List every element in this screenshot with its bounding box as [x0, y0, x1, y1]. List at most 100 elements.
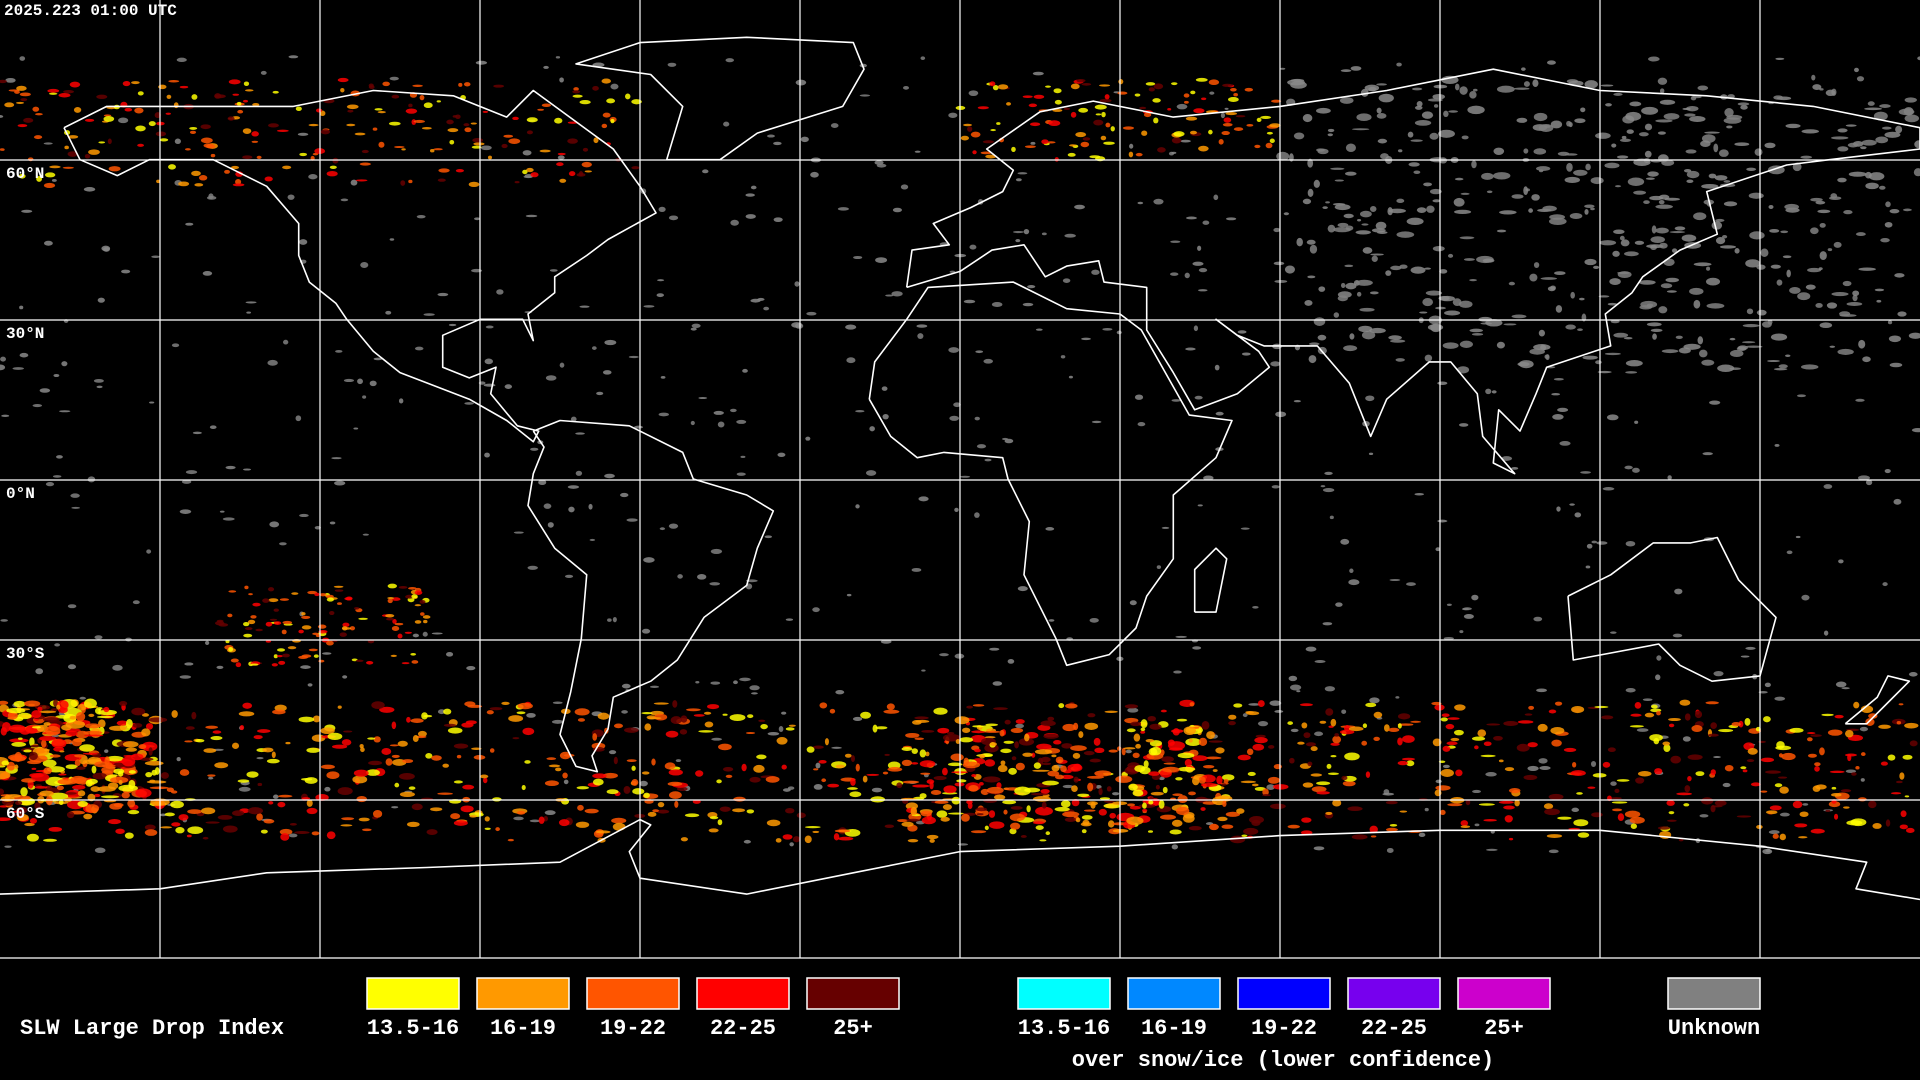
cloud-speck	[1262, 794, 1271, 797]
cloud-speck	[1657, 826, 1671, 830]
cloud-speck	[1023, 228, 1030, 235]
cloud-speck	[1322, 206, 1328, 209]
cloud-speck	[521, 785, 526, 791]
cloud-speck	[298, 716, 315, 723]
cloud-speck	[134, 107, 144, 114]
cloud-speck	[246, 311, 251, 314]
cloud-speck	[1675, 335, 1683, 340]
cloud-speck	[1471, 332, 1484, 336]
cloud-speck	[1378, 93, 1394, 103]
cloud-speck	[972, 704, 985, 707]
cloud-speck	[993, 794, 1006, 800]
cloud-speck	[64, 792, 77, 795]
cloud-speck	[1527, 742, 1538, 748]
cloud-speck	[1135, 152, 1143, 157]
cloud-speck	[632, 788, 645, 795]
cloud-speck	[1326, 763, 1332, 769]
cloud-speck	[222, 825, 238, 833]
cloud-speck	[1802, 803, 1809, 806]
cloud-speck	[1504, 815, 1513, 823]
cloud-speck	[1594, 705, 1609, 709]
cloud-speck	[1302, 782, 1314, 788]
cloud-speck	[914, 716, 929, 720]
cloud-speck	[1829, 345, 1836, 348]
cloud-speck	[1810, 197, 1823, 202]
cloud-speck	[41, 739, 47, 748]
cloud-speck	[910, 806, 918, 816]
cloud-speck	[1033, 795, 1051, 802]
cloud-speck	[849, 791, 862, 798]
cloud-speck	[1429, 188, 1442, 195]
cloud-speck	[84, 118, 95, 122]
cloud-speck	[606, 98, 616, 104]
cloud-speck	[1153, 117, 1159, 124]
cloud-speck	[404, 631, 412, 634]
cloud-speck	[122, 741, 139, 748]
cloud-speck	[1055, 774, 1065, 780]
cloud-speck	[1290, 728, 1299, 733]
cloud-speck	[1055, 756, 1064, 764]
cloud-speck	[1368, 452, 1374, 456]
cloud-speck	[796, 812, 806, 819]
cloud-speck	[1192, 646, 1202, 650]
cloud-speck	[1855, 232, 1866, 236]
cloud-speck	[128, 770, 136, 774]
cloud-speck	[631, 778, 639, 786]
cloud-speck	[1078, 107, 1089, 113]
cloud-speck	[23, 117, 34, 123]
cloud-speck	[1324, 471, 1333, 475]
cloud-speck	[1188, 738, 1193, 743]
cloud-speck	[423, 313, 435, 316]
cloud-speck	[988, 810, 996, 818]
cloud-speck	[244, 627, 253, 631]
cloud-speck	[1533, 112, 1548, 122]
cloud-speck	[1496, 341, 1505, 349]
cloud-speck	[573, 87, 579, 91]
legend: SLW Large Drop Index 13.5-16 16-19 19-22 22-…	[0, 957, 1920, 1080]
cloud-speck	[1365, 702, 1377, 708]
cloud-speck	[127, 810, 140, 815]
cloud-speck	[1807, 753, 1817, 758]
cloud-speck	[228, 590, 237, 593]
cloud-speck	[0, 364, 6, 371]
cloud-speck	[179, 509, 192, 514]
cloud-speck	[773, 141, 782, 146]
cloud-speck	[919, 749, 927, 758]
cloud-speck	[1306, 239, 1316, 245]
cloud-speck	[127, 799, 136, 808]
cloud-speck	[1683, 803, 1690, 807]
cloud-speck	[897, 819, 908, 823]
cloud-speck	[1287, 721, 1293, 725]
cloud-speck	[966, 705, 973, 709]
cloud-speck	[1667, 475, 1672, 480]
cloud-speck	[21, 209, 33, 213]
cloud-speck	[859, 94, 871, 97]
cloud-speck	[1880, 237, 1890, 243]
cloud-speck	[84, 154, 91, 159]
cloud-speck	[340, 824, 353, 827]
cloud-speck	[416, 214, 426, 219]
cloud-speck	[1439, 809, 1446, 816]
cloud-speck	[942, 733, 961, 742]
cloud-speck	[239, 724, 245, 731]
cloud-speck	[29, 817, 38, 824]
cloud-speck	[315, 108, 323, 113]
cloud-speck	[1185, 216, 1198, 220]
cloud-speck	[1644, 712, 1655, 718]
cloud-speck	[90, 786, 100, 792]
cloud-speck	[353, 427, 359, 430]
cloud-speck	[1117, 91, 1128, 95]
cloud-speck	[1459, 86, 1468, 95]
cloud-speck	[1357, 219, 1362, 222]
cloud-speck	[1015, 178, 1022, 182]
cloud-speck	[17, 737, 23, 740]
cloud-speck	[1222, 123, 1233, 127]
cloud-speck	[1486, 723, 1501, 726]
cloud-speck	[1217, 816, 1228, 822]
cloud-speck	[13, 700, 26, 708]
cloud-speck	[216, 619, 224, 623]
cloud-speck	[480, 145, 492, 151]
cloud-speck	[232, 93, 240, 96]
cloud-speck	[791, 322, 803, 328]
cloud-speck	[467, 704, 483, 708]
